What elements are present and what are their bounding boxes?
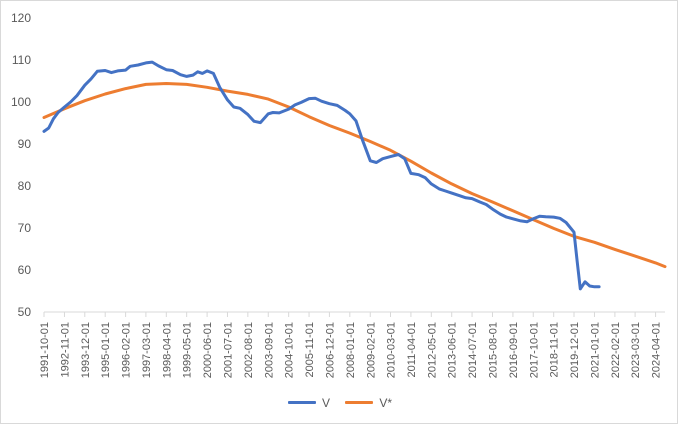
y-tick-label: 90 <box>18 137 32 151</box>
x-tick-label: 2009-02-01 <box>365 322 377 378</box>
y-tick-label: 60 <box>18 263 32 277</box>
x-tick-label: 2017-10-01 <box>528 322 540 378</box>
legend-swatch-vstar <box>345 401 374 404</box>
legend: V V* <box>1 393 678 410</box>
x-tick-label: 2024-04-01 <box>651 322 663 378</box>
x-tick-label: 1991-10-01 <box>39 322 51 378</box>
x-tick-label: 1993-12-01 <box>80 322 92 378</box>
x-tick-label: 2000-06-01 <box>202 322 214 378</box>
y-tick-label: 100 <box>11 95 31 109</box>
legend-swatch-v <box>287 401 316 404</box>
x-tick-label: 1992-11-01 <box>59 322 71 377</box>
line-chart: 50 60 70 80 90 100 110 120 1991-10-01 1992-11-01 1… <box>11 11 667 378</box>
legend-item-vstar: V* <box>345 396 392 410</box>
y-tick-label: 70 <box>18 221 32 235</box>
x-tick-label: 2005-11-01 <box>304 322 316 377</box>
legend-label-v: V <box>321 395 330 410</box>
x-tick-label: 1997-03-01 <box>141 322 153 378</box>
x-tick-label: 2013-06-01 <box>447 322 459 378</box>
legend-item-v: V <box>287 395 330 410</box>
x-tick-label: 1996-02-01 <box>121 322 133 378</box>
x-tick-label: 2022-02-01 <box>610 322 622 378</box>
x-tick-label: 2003-09-01 <box>263 322 275 378</box>
x-tick-label: 1995-01-01 <box>100 322 112 378</box>
x-tick-label: 2010-03-01 <box>386 322 398 378</box>
y-tick-label: 120 <box>11 11 31 25</box>
x-tick-label: 2023-03-01 <box>630 322 642 378</box>
x-tick-label: 2002-08-01 <box>243 322 255 378</box>
x-tick-label: 2018-11-01 <box>549 322 561 377</box>
x-tick-label: 2012-05-01 <box>426 322 438 378</box>
series-line-vstar <box>42 82 667 269</box>
x-tick-label: 2008-01-01 <box>345 322 357 378</box>
x-tick-label: 2014-07-01 <box>467 322 479 378</box>
x-tick-label: 2016-09-01 <box>508 322 520 378</box>
x-tick-label: 2015-08-01 <box>487 322 499 378</box>
x-tick-label: 2011-04-01 <box>406 322 418 377</box>
x-tick-label: 2006-12-01 <box>324 322 336 378</box>
y-tick-label: 80 <box>18 179 32 193</box>
x-tick-label: 2004-10-01 <box>284 322 296 378</box>
y-tick-label: 110 <box>12 53 31 67</box>
x-tick-label: 1998-04-01 <box>161 322 173 378</box>
x-tick-label: 1999-05-01 <box>182 322 194 378</box>
y-tick-label: 50 <box>18 305 32 319</box>
x-tick-label: 2019-12-01 <box>569 322 581 378</box>
legend-label-vstar: V* <box>379 395 393 410</box>
series-line-v <box>42 60 601 291</box>
x-tick-label: 2001-07-01 <box>222 322 234 378</box>
x-tick-label: 2021-01-01 <box>589 322 601 378</box>
